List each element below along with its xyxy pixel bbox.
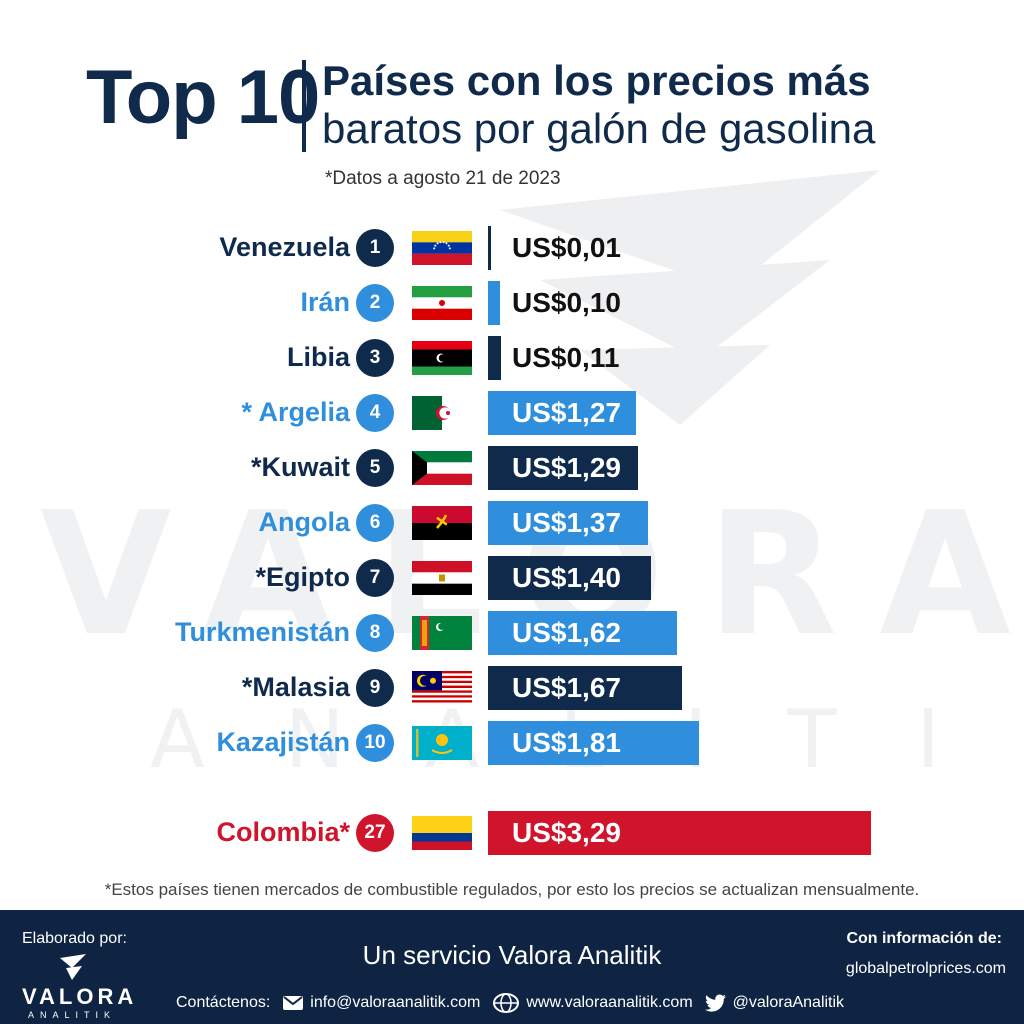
valora-logo-icon <box>60 954 86 980</box>
service-label: Un servicio Valora Analitik <box>362 940 662 970</box>
twitter-icon <box>704 994 727 1012</box>
rank-badge: 3 <box>356 339 394 377</box>
country-label: *Egipto <box>255 562 351 592</box>
turkmenistan-flag <box>412 616 472 650</box>
contact-label: Contáctenos: <box>176 994 271 1011</box>
colombia-flag <box>412 816 472 850</box>
website-link[interactable]: www.valoraanalitik.com <box>526 994 693 1011</box>
price-label: US$0,01 <box>512 232 621 263</box>
country-label: Kazajistán <box>216 727 350 757</box>
country-label: Venezuela <box>219 232 350 262</box>
source-link[interactable]: globalpetrolprices.com <box>845 960 1006 977</box>
footnote: *Estos países tienen mercados de combust… <box>104 880 920 899</box>
iran-flag <box>412 286 472 320</box>
footer: Elaborado por: VALORA ANALITIK Un servic… <box>0 910 1024 1024</box>
price-label: US$1,81 <box>512 727 621 758</box>
price-label: US$1,40 <box>512 562 621 593</box>
kuwait-flag <box>412 451 472 485</box>
libya-flag <box>412 341 472 375</box>
chart-title-line1: Países con los precios más <box>322 57 871 104</box>
bar <box>488 721 699 765</box>
title-divider <box>302 60 306 152</box>
chart-subtitle: *Datos a agosto 21 de 2023 <box>325 168 561 189</box>
bar-row: Libia 3 US$0,11 <box>0 334 1024 380</box>
bar-row: Kazajistán 10 US$1,81 <box>0 719 1024 765</box>
country-label: Colombia* <box>216 817 350 847</box>
mail-icon <box>282 995 304 1011</box>
price-label: US$1,29 <box>512 452 621 483</box>
country-label: * Argelia <box>241 397 350 427</box>
rank-badge: 8 <box>356 614 394 652</box>
price-label: US$1,62 <box>512 617 621 648</box>
price-label: US$1,37 <box>512 507 621 538</box>
bar-row: Venezuela 1 US$0,01 <box>0 224 1024 270</box>
rank-badge: 5 <box>356 449 394 487</box>
logo-subtitle: ANALITIK <box>28 1010 117 1020</box>
rank-badge: 10 <box>356 724 394 762</box>
malaysia-flag <box>412 671 472 705</box>
bar-row: *Malasia 9 US$1,67 <box>0 664 1024 710</box>
price-label: US$1,67 <box>512 672 621 703</box>
bar <box>488 391 636 435</box>
country-label: Libia <box>286 342 350 372</box>
price-label: US$1,27 <box>512 397 621 428</box>
made-by-label: Elaborado por: <box>22 930 127 947</box>
bar <box>488 226 491 270</box>
top10-label: Top 10 <box>86 55 320 140</box>
twitter-link[interactable]: @valoraAnalitik <box>732 994 845 1011</box>
kazakhstan-flag <box>412 726 472 760</box>
price-label: US$0,10 <box>512 287 621 318</box>
price-label: US$3,29 <box>512 817 621 848</box>
rank-badge: 1 <box>356 229 394 267</box>
country-label: Angola <box>258 507 351 537</box>
bar-row: Colombia* 27 US$3,29 <box>0 809 1024 855</box>
country-label: Turkmenistán <box>174 617 350 647</box>
rank-badge: 6 <box>356 504 394 542</box>
rank-badge: 4 <box>356 394 394 432</box>
source-label: Con información de: <box>846 930 1002 947</box>
venezuela-flag <box>412 231 472 265</box>
contact-row: Contáctenos: info@valoraanalitik.com www… <box>176 992 844 1014</box>
bar <box>488 666 683 710</box>
rank-badge: 9 <box>356 669 394 707</box>
algeria-flag <box>412 396 472 430</box>
country-label: Irán <box>300 287 350 317</box>
bar-row: Angola 6 US$1,37 <box>0 499 1024 545</box>
bar-row: * Argelia 4 US$1,27 <box>0 389 1024 435</box>
logo-wordmark: VALORA <box>22 984 138 1009</box>
egypt-flag <box>412 561 472 595</box>
bar-row: Turkmenistán 8 US$1,62 <box>0 609 1024 655</box>
country-label: *Malasia <box>241 672 350 702</box>
bar <box>488 336 501 380</box>
bar-row: *Egipto 7 US$1,40 <box>0 554 1024 600</box>
globe-icon <box>492 993 520 1013</box>
bar <box>488 446 639 490</box>
country-label: *Kuwait <box>250 452 350 482</box>
bar-row: Irán 2 US$0,10 <box>0 279 1024 325</box>
bar-row: *Kuwait 5 US$1,29 <box>0 444 1024 490</box>
bar <box>488 811 871 855</box>
bar <box>488 556 651 600</box>
angola-flag <box>412 506 472 540</box>
email-link[interactable]: info@valoraanalitik.com <box>310 994 481 1011</box>
bar <box>488 281 500 325</box>
chart-title-line2: baratos por galón de gasolina <box>322 105 876 152</box>
price-label: US$0,11 <box>512 342 620 373</box>
bar <box>488 611 677 655</box>
rank-badge: 27 <box>356 814 394 852</box>
bar <box>488 501 648 545</box>
rank-badge: 7 <box>356 559 394 597</box>
watermark-wing <box>500 170 880 425</box>
rank-badge: 2 <box>356 284 394 322</box>
